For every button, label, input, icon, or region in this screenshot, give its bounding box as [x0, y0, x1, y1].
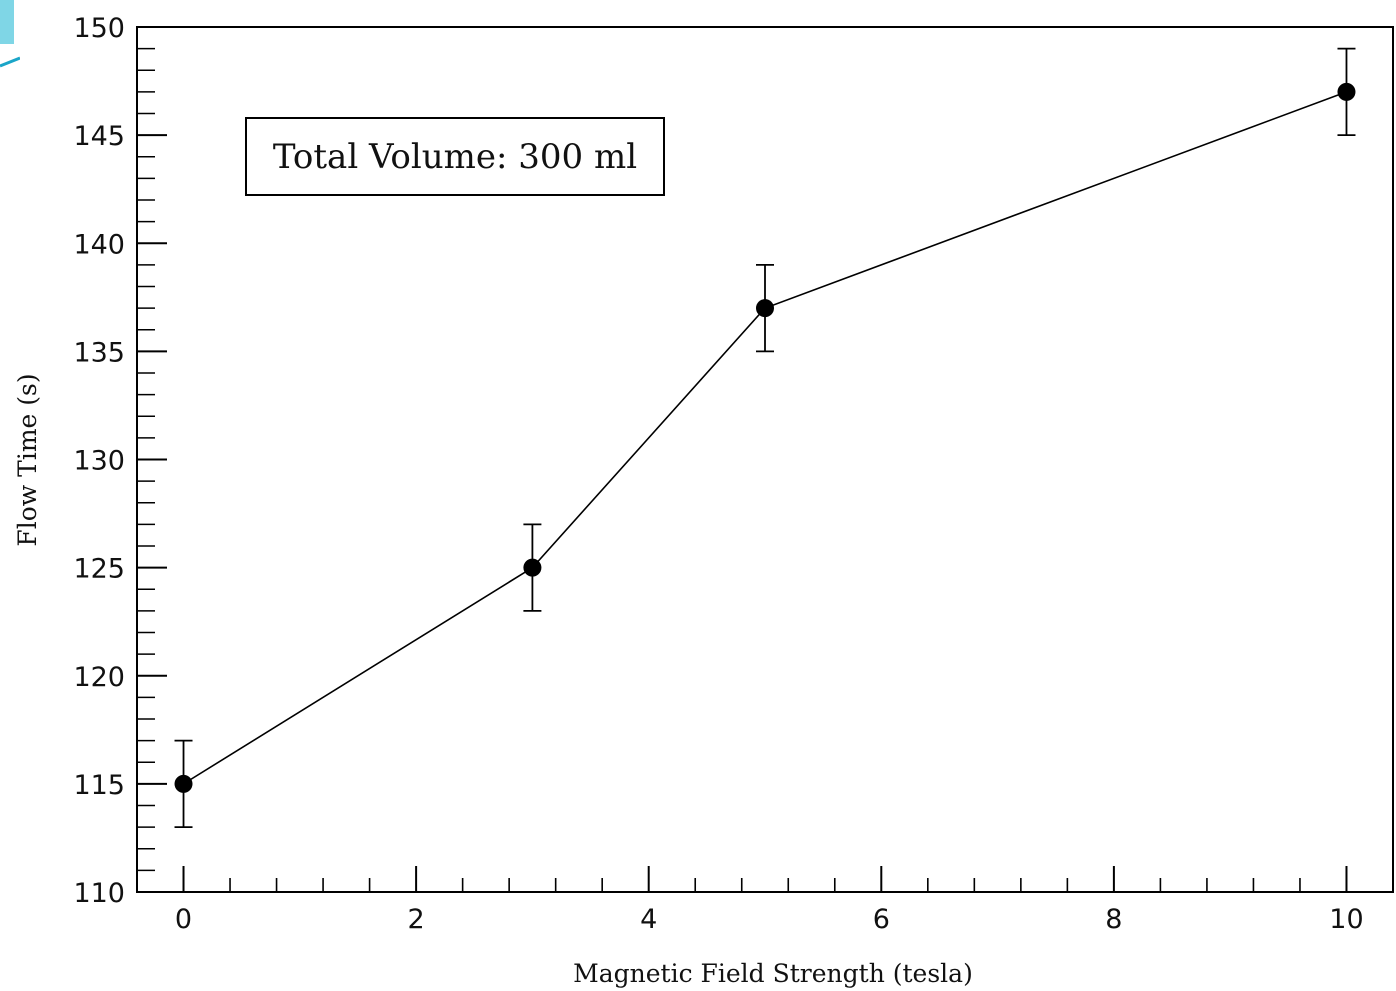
slide-corner-decoration — [0, 0, 20, 68]
annotation-text: Total Volume: 300 ml — [273, 137, 637, 177]
y-axis-title: Flow Time (s) — [13, 373, 42, 546]
data-point — [523, 558, 542, 577]
y-tick-labels: 110 115 120 125 130 135 140 145 150 — [73, 13, 125, 909]
y-tick-label: 135 — [73, 337, 125, 368]
x-tick-label: 2 — [408, 904, 425, 935]
x-tick-labels: 0 2 4 6 8 10 — [175, 904, 1364, 935]
y-tick-label: 145 — [73, 121, 125, 152]
y-tick-label: 120 — [73, 662, 125, 693]
x-tick-label: 10 — [1329, 904, 1363, 935]
plot-frame — [136, 26, 1394, 893]
minor-ticks — [137, 47, 1394, 892]
x-tick-label: 6 — [873, 904, 890, 935]
x-axis-title: Magnetic Field Strength (tesla) — [573, 959, 973, 988]
x-tick-label: 4 — [640, 904, 657, 935]
y-tick-label: 125 — [73, 554, 125, 585]
data-point — [1337, 82, 1356, 101]
y-tick-label: 115 — [73, 770, 125, 801]
data-point — [756, 299, 774, 318]
y-tick-label: 150 — [73, 13, 125, 44]
y-tick-label: 130 — [73, 446, 125, 477]
x-tick-label: 0 — [175, 904, 192, 935]
y-tick-label: 110 — [73, 878, 125, 909]
annotation-box: Total Volume: 300 ml — [245, 117, 665, 196]
data-point — [174, 774, 193, 793]
y-tick-label: 140 — [73, 229, 125, 260]
data-points — [174, 82, 1356, 793]
x-tick-label: 8 — [1105, 904, 1122, 935]
series-line — [183, 91, 1347, 785]
